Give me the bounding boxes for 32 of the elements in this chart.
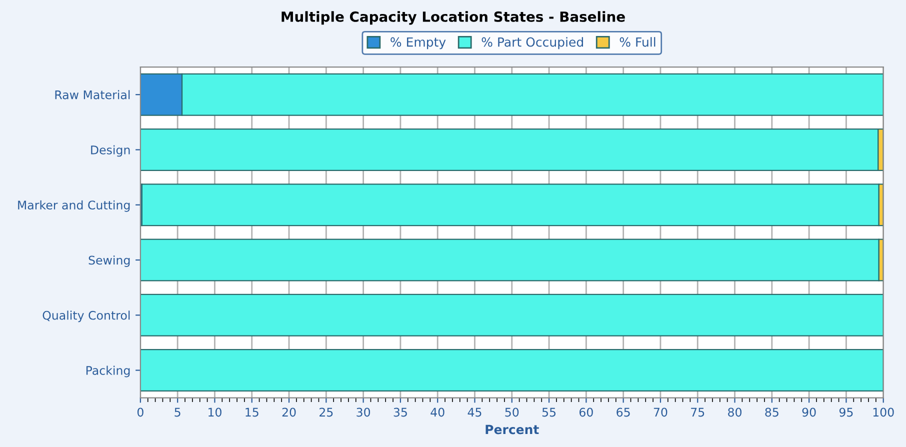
x-tick-label: 70 [654, 408, 668, 417]
x-tick-label: 50 [505, 408, 519, 417]
x-tick-label: 60 [579, 408, 593, 417]
y-tick-label: Design [91, 145, 130, 157]
x-tick-label: 75 [691, 408, 704, 417]
x-tick-label: 55 [542, 408, 556, 417]
x-tick-label: 90 [802, 408, 816, 417]
x-tick-label: 35 [394, 408, 407, 417]
x-tick-label: 95 [839, 408, 853, 417]
x-tick-label: 100 [873, 408, 894, 417]
chart-title: Multiple Capacity Location States - Baseline [282, 11, 625, 25]
x-tick-label: 20 [282, 408, 296, 417]
x-tick-label: 25 [320, 408, 333, 417]
x-tick-label: 45 [468, 408, 482, 417]
x-tick-label: 85 [765, 408, 778, 417]
x-tick-label: 15 [246, 408, 258, 417]
y-tick-label: Sewing [88, 256, 130, 267]
x-tick-label: 5 [174, 408, 180, 417]
x-tick-label: 65 [616, 408, 630, 417]
legend-label: % Full [620, 37, 656, 47]
y-tick-label: Raw Material [55, 90, 130, 100]
x-tick-label: 40 [430, 408, 444, 417]
x-tick-label: 10 [208, 408, 222, 417]
x-axis-title: Percent [486, 424, 539, 434]
y-tick-label: Quality Control [42, 310, 130, 322]
y-tick-label: Marker and Cutting [18, 200, 130, 212]
legend-label: % Empty [390, 37, 446, 50]
x-tick-label: 30 [356, 408, 370, 417]
y-tick-label: Packing [86, 366, 130, 378]
x-tick-label: 80 [728, 408, 742, 417]
legend-label: % Part Occupied [482, 37, 583, 50]
x-tick-label: 0 [137, 408, 144, 417]
